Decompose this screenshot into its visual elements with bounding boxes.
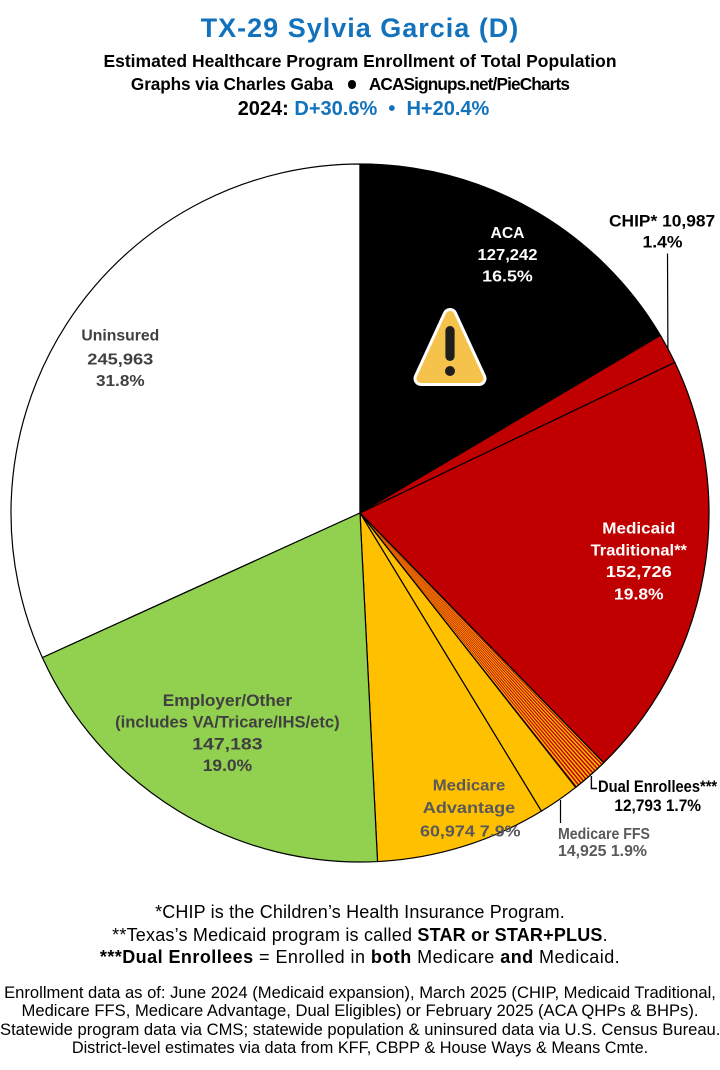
- svg-text:Medicare FFS: Medicare FFS: [558, 826, 650, 843]
- svg-text:Medicaid: Medicaid: [602, 520, 675, 537]
- svg-text:Employer/Other: Employer/Other: [163, 691, 293, 710]
- svg-text:19.8%: 19.8%: [614, 586, 664, 603]
- svg-text:Traditional**: Traditional**: [591, 542, 688, 559]
- svg-text:Medicare: Medicare: [433, 778, 506, 795]
- svg-text:12,793 1.7%: 12,793 1.7%: [614, 797, 701, 815]
- svg-text:152,726: 152,726: [606, 564, 672, 581]
- svg-text:14,925 1.9%: 14,925 1.9%: [558, 843, 647, 860]
- svg-text:31.8%: 31.8%: [96, 373, 145, 390]
- svg-text:60,974 7.9%: 60,974 7.9%: [420, 823, 521, 840]
- svg-text:ACA: ACA: [491, 225, 525, 242]
- svg-text:(includes VA/Tricare/IHS/etc): (includes VA/Tricare/IHS/etc): [115, 713, 340, 732]
- svg-text:127,242: 127,242: [478, 247, 538, 264]
- svg-text:19.0%: 19.0%: [203, 756, 252, 775]
- svg-text:1.4%: 1.4%: [643, 232, 683, 251]
- svg-text:16.5%: 16.5%: [482, 269, 533, 286]
- svg-text:Uninsured: Uninsured: [81, 327, 159, 344]
- svg-text:Dual Enrollees***: Dual Enrollees***: [598, 778, 718, 796]
- svg-text:245,963: 245,963: [87, 351, 153, 368]
- svg-text:CHIP* 10,987: CHIP* 10,987: [609, 212, 715, 231]
- svg-text:147,183: 147,183: [192, 735, 262, 754]
- svg-text:Advantage: Advantage: [423, 800, 516, 817]
